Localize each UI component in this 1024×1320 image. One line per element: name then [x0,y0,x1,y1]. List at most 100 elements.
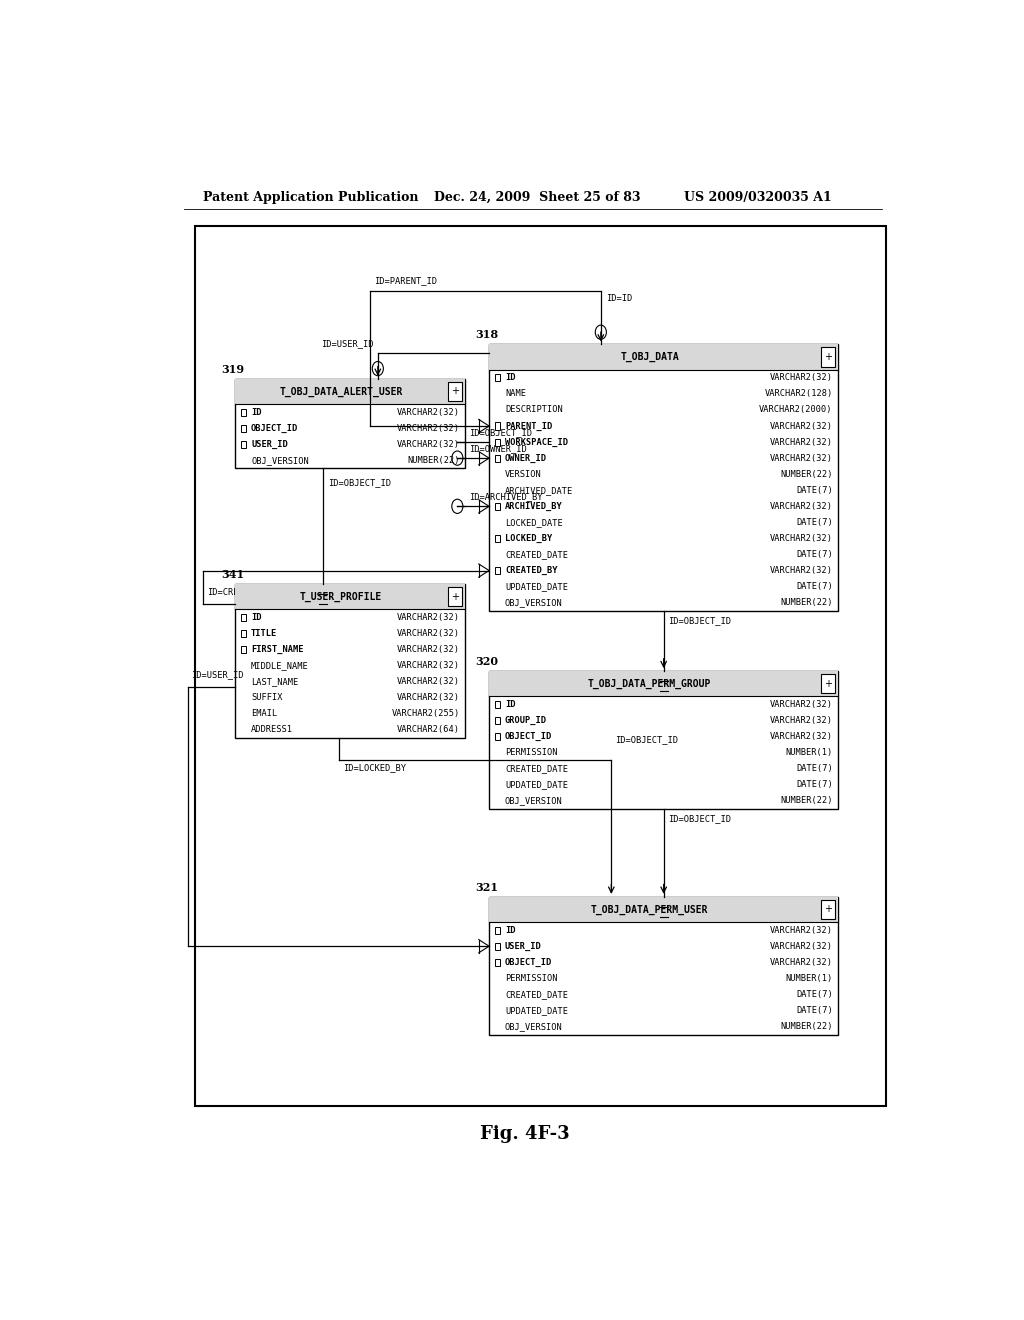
Bar [236,583,465,738]
Text: USER_ID: USER_ID [251,440,288,449]
Text: VERSION: VERSION [505,470,542,479]
Text: CREATED_DATE: CREATED_DATE [505,550,568,558]
Text: UPDATED_DATE: UPDATED_DATE [505,780,568,789]
Text: DATE(7): DATE(7) [796,1006,833,1015]
Text: USER_ID: USER_ID [505,941,542,950]
Text: VARCHAR2(32): VARCHAR2(32) [770,437,833,446]
Text: DESCRIPTION: DESCRIPTION [505,405,563,414]
Text: NUMBER(1): NUMBER(1) [785,748,833,758]
Text: ID=OBJECT_ID: ID=OBJECT_ID [469,428,532,437]
Text: VARCHAR2(32): VARCHAR2(32) [770,925,833,935]
Text: ID=ARCHIVED_BY: ID=ARCHIVED_BY [469,492,543,502]
Text: VARCHAR2(32): VARCHAR2(32) [770,715,833,725]
Text: PERMISSION: PERMISSION [505,748,557,758]
Text: ID=OBJECT_ID: ID=OBJECT_ID [668,616,731,624]
Text: VARCHAR2(32): VARCHAR2(32) [770,374,833,383]
Bar [821,900,836,919]
Text: ID: ID [505,925,515,935]
Text: ARCHIVED_DATE: ARCHIVED_DATE [505,486,573,495]
Bar [495,927,500,933]
Text: NUMBER(22): NUMBER(22) [780,598,833,607]
Text: ID: ID [251,612,261,622]
Text: +: + [451,591,459,602]
Bar [489,345,839,370]
Text: FIRST_NAME: FIRST_NAME [251,645,303,653]
Bar [495,733,500,741]
Text: OBJ_VERSION: OBJ_VERSION [505,598,563,607]
Text: VARCHAR2(32): VARCHAR2(32) [770,421,833,430]
Text: US 2009/0320035 A1: US 2009/0320035 A1 [684,190,831,203]
Text: OBJECT_ID: OBJECT_ID [505,733,552,742]
Text: ID=LOCKED_BY: ID=LOCKED_BY [343,763,406,772]
Text: DATE(7): DATE(7) [796,550,833,558]
Text: TITLE: TITLE [251,628,278,638]
Text: T_OBJ_DATA_PERM_USER: T_OBJ_DATA_PERM_USER [591,904,709,915]
Text: VARCHAR2(32): VARCHAR2(32) [396,408,460,417]
Text: DATE(7): DATE(7) [796,517,833,527]
Bar [241,630,246,638]
Text: T_OBJ_DATA_PERM_GROUP: T_OBJ_DATA_PERM_GROUP [588,678,712,689]
Text: Patent Application Publication: Patent Application Publication [204,190,419,203]
Text: VARCHAR2(32): VARCHAR2(32) [770,533,833,543]
Text: VARCHAR2(32): VARCHAR2(32) [396,424,460,433]
Text: UPDATED_DATE: UPDATED_DATE [505,582,568,591]
Text: VARCHAR2(32): VARCHAR2(32) [770,733,833,741]
Text: 318: 318 [475,329,498,341]
Text: VARCHAR2(32): VARCHAR2(32) [770,502,833,511]
Text: NAME: NAME [505,389,526,399]
Bar [489,671,839,809]
Bar [241,645,246,653]
Text: UPDATED_DATE: UPDATED_DATE [505,1006,568,1015]
Text: VARCHAR2(32): VARCHAR2(32) [396,677,460,686]
Text: OBJ_VERSION: OBJ_VERSION [505,1022,563,1031]
Text: VARCHAR2(32): VARCHAR2(32) [396,693,460,702]
Text: DATE(7): DATE(7) [796,764,833,774]
Text: CREATED_BY: CREATED_BY [505,566,557,576]
Text: VARCHAR2(32): VARCHAR2(32) [396,628,460,638]
Text: OBJECT_ID: OBJECT_ID [251,424,298,433]
Bar [495,503,500,510]
Text: PERMISSION: PERMISSION [505,974,557,983]
Bar [495,535,500,543]
Text: 320: 320 [475,656,498,667]
Text: LOCKED_BY: LOCKED_BY [505,533,552,543]
Text: CREATED_DATE: CREATED_DATE [505,764,568,774]
Text: ARCHIVED_BY: ARCHIVED_BY [505,502,563,511]
Text: ID=USER_ID: ID=USER_ID [322,339,374,348]
Text: NUMBER(22): NUMBER(22) [408,455,460,465]
Bar [495,438,500,446]
Text: EMAIL: EMAIL [251,709,278,718]
Text: DATE(7): DATE(7) [796,582,833,591]
Text: SUFFIX: SUFFIX [251,693,283,702]
Bar [241,409,246,416]
Bar [495,958,500,966]
Text: VARCHAR2(128): VARCHAR2(128) [765,389,833,399]
Bar [495,942,500,950]
Text: VARCHAR2(2000): VARCHAR2(2000) [759,405,833,414]
Bar [495,568,500,574]
Bar [495,422,500,429]
Bar [236,379,465,469]
Text: DATE(7): DATE(7) [796,780,833,789]
Text: NUMBER(1): NUMBER(1) [785,974,833,983]
Text: MIDDLE_NAME: MIDDLE_NAME [251,661,309,671]
Text: VARCHAR2(32): VARCHAR2(32) [770,454,833,462]
Bar [241,425,246,432]
Text: ADDRESS1: ADDRESS1 [251,725,293,734]
Text: ID=PARENT_ID: ID=PARENT_ID [374,276,437,285]
Bar [236,583,465,610]
Text: +: + [824,904,831,915]
Bar [236,379,465,404]
Bar [489,896,839,1035]
Bar [489,345,839,611]
Text: VARCHAR2(32): VARCHAR2(32) [770,566,833,576]
Text: VARCHAR2(32): VARCHAR2(32) [770,958,833,966]
Text: VARCHAR2(32): VARCHAR2(32) [770,700,833,709]
Text: ID=OBJECT_ID: ID=OBJECT_ID [615,735,678,743]
Text: VARCHAR2(32): VARCHAR2(32) [396,645,460,653]
Text: OBJ_VERSION: OBJ_VERSION [505,796,563,805]
Text: VARCHAR2(32): VARCHAR2(32) [396,440,460,449]
Text: PARENT_ID: PARENT_ID [505,421,552,430]
Text: VARCHAR2(255): VARCHAR2(255) [391,709,460,718]
Bar [447,381,462,401]
